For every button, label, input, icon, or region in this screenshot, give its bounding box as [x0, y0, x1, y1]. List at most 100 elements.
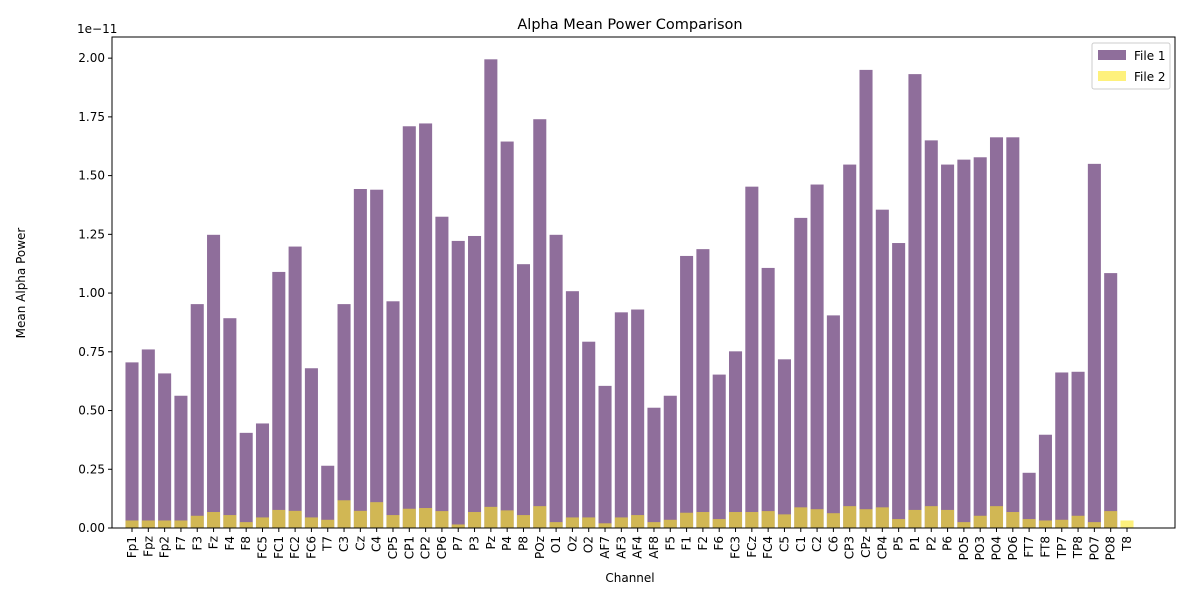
bar-series-2-p6	[941, 509, 955, 528]
bar-series-2-po4	[989, 506, 1004, 528]
bar-series-2-c5	[777, 514, 791, 528]
y-tick-label: 0.75	[78, 345, 105, 359]
bar-series-2-cp2	[419, 508, 433, 528]
bar-series-1-f6	[712, 374, 726, 528]
x-tick-label-c6: C6	[826, 536, 840, 552]
bar-series-1-fc5	[255, 423, 270, 528]
bar-series-2-cp1	[402, 508, 416, 528]
bar-series-1-c5	[777, 359, 791, 528]
bar-series-2-fpz	[141, 520, 155, 528]
x-tick-label-cp5: CP5	[386, 536, 400, 559]
bar-series-1-cp5	[386, 301, 400, 528]
bar-series-1-p8	[516, 264, 530, 528]
bar-series-2-pz	[484, 506, 498, 528]
bar-series-2-cp6	[435, 511, 449, 528]
bar-series-1-tp8	[1071, 371, 1085, 528]
bar-series-2-fc2	[288, 510, 302, 528]
bar-series-2-p2	[924, 506, 938, 528]
bar-series-1-f2	[696, 249, 710, 528]
bar-series-2-oz	[565, 517, 579, 528]
bar-series-2-c2	[810, 509, 824, 528]
y-axis-title: Mean Alpha Power	[14, 228, 28, 339]
bar-series-1-oz	[565, 291, 579, 528]
x-tick-label-af7: AF7	[598, 536, 612, 559]
bar-series-2-cpz	[859, 509, 873, 528]
bar-series-2-f5	[663, 519, 677, 528]
x-tick-label-p5: P5	[892, 536, 906, 551]
bar-series-2-f2	[696, 512, 710, 528]
x-tick-label-c3: C3	[337, 536, 351, 552]
x-tick-label-fc4: FC4	[761, 536, 775, 559]
y-tick-label: 1.25	[78, 227, 105, 241]
x-tick-label-c1: C1	[794, 536, 808, 552]
y-tick-label: 0.00	[78, 521, 105, 535]
bar-series-1-p4	[500, 141, 514, 529]
x-tick-label-ft7: FT7	[1022, 536, 1036, 558]
bar-series-1-p2	[924, 140, 938, 528]
x-tick-label-fc5: FC5	[255, 536, 269, 559]
bar-series-1-po8	[1104, 273, 1118, 528]
x-tick-label-o2: O2	[582, 536, 596, 553]
bar-series-1-fc4	[761, 267, 775, 528]
bar-series-1-fp1	[125, 362, 139, 528]
x-tick-label-p1: P1	[908, 536, 922, 551]
bar-series-2-t7	[321, 519, 335, 528]
x-tick-label-f4: F4	[223, 536, 237, 551]
x-tick-label-cp1: CP1	[402, 536, 416, 559]
bar-series-2-fc3	[729, 512, 743, 528]
x-axis: Fp1 Fpz Fp2 F7 F3 Fz F4 F8 FC5 FC1 FC2 FC6 T7 C3 Cz C4 C…	[125, 528, 1134, 560]
y-tick-label: 1.00	[78, 286, 105, 300]
x-tick-label-c2: C2	[810, 536, 824, 552]
x-tick-label-o1: O1	[549, 536, 563, 553]
bar-series-2-tp8	[1071, 515, 1085, 528]
x-tick-label-cp4: CP4	[875, 536, 889, 559]
x-tick-label-fc1: FC1	[272, 536, 286, 559]
y-tick-label: 1.50	[78, 169, 105, 183]
bar-series-2-f1	[680, 512, 694, 528]
x-tick-label-f8: F8	[239, 536, 253, 551]
x-tick-label-fc2: FC2	[288, 536, 302, 559]
x-tick-label-ft8: FT8	[1038, 536, 1052, 558]
bar-series-2-cp5	[386, 515, 400, 528]
bar-series-1-f7	[174, 395, 188, 528]
bar-series-2-cz	[353, 510, 367, 528]
bar-series-1-af3	[614, 312, 628, 528]
bar-series-2-fc5	[255, 517, 270, 528]
bar-series-1-cp3	[843, 164, 857, 528]
bar-series-1-fc3	[729, 351, 743, 528]
bar-series-2-af7	[598, 523, 612, 528]
x-tick-label-fp2: Fp2	[158, 536, 172, 558]
x-tick-label-tp8: TP8	[1071, 536, 1085, 559]
bar-series-2-o1	[549, 522, 563, 528]
bar-series-1-p6	[941, 164, 955, 528]
x-tick-label-f3: F3	[190, 536, 204, 551]
bar-series-1-o1	[549, 234, 563, 528]
bar-series-1-cp2	[419, 123, 433, 528]
bar-series-2-fc6	[304, 517, 318, 528]
x-tick-label-p2: P2	[924, 536, 938, 551]
bar-series-2-c6	[826, 513, 840, 528]
bar-series-2-ft7	[1022, 519, 1036, 528]
bar-series-1-o2	[582, 341, 596, 528]
x-tick-label-f2: F2	[696, 536, 710, 551]
x-tick-label-cz: Cz	[353, 536, 367, 551]
x-tick-label-tp7: TP7	[1055, 536, 1069, 559]
legend-label-series-2: File 2	[1134, 70, 1166, 84]
bar-series-2-fp2	[158, 520, 172, 528]
bar-series-2-po8	[1104, 511, 1118, 528]
bar-series-2-p5	[892, 519, 906, 528]
y-tick-label: 2.00	[78, 51, 105, 65]
x-tick-label-po6: PO6	[1006, 536, 1020, 560]
bar-series-2-fcz	[745, 512, 759, 528]
bar-series-2-cp4	[875, 507, 889, 528]
x-tick-label-po5: PO5	[957, 536, 971, 560]
bar-series-2-p4	[500, 510, 514, 528]
bar-series-2-f6	[712, 519, 726, 528]
bar-series-1-af8	[647, 407, 661, 528]
x-tick-label-f1: F1	[680, 536, 694, 551]
x-tick-label-f5: F5	[663, 536, 677, 551]
bar-series-2-f4	[223, 515, 237, 528]
bar-series-1-p3	[468, 235, 482, 529]
x-tick-label-fz: Fz	[207, 536, 221, 549]
x-tick-label-pz: Pz	[484, 536, 498, 550]
